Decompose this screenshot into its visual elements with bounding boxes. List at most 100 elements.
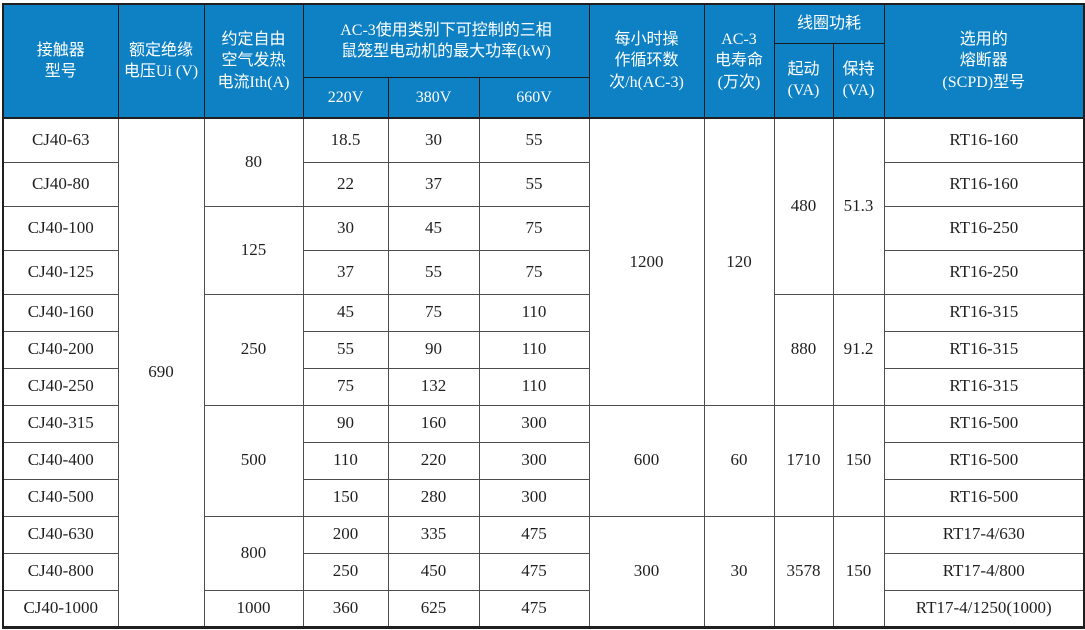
coil-hold-cell: 51.3 xyxy=(832,117,885,295)
coil-start-cell: 480 xyxy=(773,117,834,295)
cycles-cell: 1200 xyxy=(588,117,705,406)
model-cell: CJ40-315 xyxy=(2,404,119,443)
fuse-cell: RT16-500 xyxy=(883,441,1085,480)
model-cell: CJ40-800 xyxy=(2,552,119,591)
fuse-cell: RT16-500 xyxy=(883,404,1085,443)
table-row: CJ40-63 690 80 18.5 30 55 1200 120 480 5… xyxy=(2,117,1085,628)
power-220-cell: 150 xyxy=(302,478,389,517)
table-header: 接触器 型号 额定绝缘 电压Ui (V) 约定自由 空气发热 电流Ith(A) … xyxy=(2,3,1085,119)
thermal-current-cell: 500 xyxy=(203,404,304,517)
model-cell: CJ40-80 xyxy=(2,161,119,207)
power-660-cell: 110 xyxy=(478,367,590,406)
power-380-cell: 220 xyxy=(387,441,480,480)
table-row: CJ40-200 55 90 110 RT16-315 xyxy=(2,330,1085,369)
fuse-cell: RT17-4/630 xyxy=(883,515,1085,554)
power-660-cell: 300 xyxy=(478,478,590,517)
fuse-cell: RT16-250 xyxy=(883,205,1085,251)
thermal-current-cell: 1000 xyxy=(203,589,304,628)
thermal-current-cell: 125 xyxy=(203,205,304,295)
col-header-660v: 660V xyxy=(478,76,590,119)
thermal-current-cell: 800 xyxy=(203,515,304,591)
coil-start-cell: 1710 xyxy=(773,404,834,517)
model-cell: CJ40-125 xyxy=(2,249,119,295)
fuse-cell: RT17-4/1250(1000) xyxy=(883,589,1085,628)
power-660-cell: 55 xyxy=(478,117,590,163)
power-660-cell: 300 xyxy=(478,441,590,480)
col-header-380v: 380V xyxy=(387,76,480,119)
table-row: CJ40-500 150 280 300 RT16-500 xyxy=(2,478,1085,517)
power-220-cell: 37 xyxy=(302,249,389,295)
table-row: CJ40-160 250 45 75 110 880 91.2 RT16-315 xyxy=(2,293,1085,406)
col-header-ac3-max-power: AC-3使用类别下可控制的三相 鼠笼型电动机的最大功率(kW) xyxy=(302,3,590,78)
col-header-coil-power: 线圈功耗 xyxy=(773,3,885,44)
table-row: CJ40-125 37 55 75 RT16-250 xyxy=(2,249,1085,295)
model-cell: CJ40-630 xyxy=(2,515,119,554)
model-cell: CJ40-1000 xyxy=(2,589,119,628)
power-660-cell: 110 xyxy=(478,293,590,332)
col-header-thermal-current: 约定自由 空气发热 电流Ith(A) xyxy=(203,3,304,119)
fuse-cell: RT16-315 xyxy=(883,330,1085,369)
power-220-cell: 90 xyxy=(302,404,389,443)
power-380-cell: 45 xyxy=(387,205,480,251)
power-220-cell: 360 xyxy=(302,589,389,628)
power-660-cell: 110 xyxy=(478,330,590,369)
life-cell: 30 xyxy=(703,515,775,628)
table-row: CJ40-400 110 220 300 RT16-500 xyxy=(2,441,1085,480)
col-header-coil-holding: 保持 (VA) xyxy=(832,42,885,119)
power-220-cell: 75 xyxy=(302,367,389,406)
thermal-current-cell: 80 xyxy=(203,117,304,207)
power-380-cell: 37 xyxy=(387,161,480,207)
coil-hold-cell: 150 xyxy=(832,515,885,628)
model-cell: CJ40-160 xyxy=(2,293,119,332)
power-380-cell: 75 xyxy=(387,293,480,332)
power-220-cell: 18.5 xyxy=(302,117,389,163)
fuse-cell: RT16-500 xyxy=(883,478,1085,517)
col-header-coil-pickup: 起动 (VA) xyxy=(773,42,834,119)
power-660-cell: 75 xyxy=(478,249,590,295)
col-header-operating-cycles: 每小时操 作循环数 次/h(AC-3) xyxy=(588,3,705,119)
cycles-cell: 300 xyxy=(588,515,705,628)
power-660-cell: 475 xyxy=(478,552,590,591)
coil-hold-cell: 91.2 xyxy=(832,293,885,406)
table-row: CJ40-315 500 90 160 300 600 60 1710 150 … xyxy=(2,404,1085,517)
coil-hold-cell: 150 xyxy=(832,404,885,517)
fuse-cell: RT16-315 xyxy=(883,367,1085,406)
fuse-cell: RT16-250 xyxy=(883,249,1085,295)
col-header-220v: 220V xyxy=(302,76,389,119)
power-220-cell: 45 xyxy=(302,293,389,332)
power-220-cell: 30 xyxy=(302,205,389,251)
power-660-cell: 55 xyxy=(478,161,590,207)
model-cell: CJ40-100 xyxy=(2,205,119,251)
coil-start-cell: 880 xyxy=(773,293,834,406)
model-cell: CJ40-63 xyxy=(2,117,119,163)
power-660-cell: 475 xyxy=(478,515,590,554)
fuse-cell: RT16-160 xyxy=(883,117,1085,163)
power-660-cell: 75 xyxy=(478,205,590,251)
table-row: CJ40-100 125 30 45 75 RT16-250 xyxy=(2,205,1085,295)
power-380-cell: 90 xyxy=(387,330,480,369)
col-header-electrical-life: AC-3 电寿命 (万次) xyxy=(703,3,775,119)
col-header-contactor-model: 接触器 型号 xyxy=(2,3,119,119)
insulation-voltage-cell: 690 xyxy=(117,117,205,628)
power-380-cell: 625 xyxy=(387,589,480,628)
life-cell: 120 xyxy=(703,117,775,406)
col-header-insulation-voltage: 额定绝缘 电压Ui (V) xyxy=(117,3,205,119)
table-row: CJ40-630 800 200 335 475 300 30 3578 150… xyxy=(2,515,1085,628)
table-row: CJ40-1000 1000 360 625 475 RT17-4/1250(1… xyxy=(2,589,1085,628)
model-cell: CJ40-400 xyxy=(2,441,119,480)
life-cell: 60 xyxy=(703,404,775,517)
power-380-cell: 55 xyxy=(387,249,480,295)
fuse-cell: RT17-4/800 xyxy=(883,552,1085,591)
power-380-cell: 450 xyxy=(387,552,480,591)
model-cell: CJ40-250 xyxy=(2,367,119,406)
power-660-cell: 300 xyxy=(478,404,590,443)
fuse-cell: RT16-315 xyxy=(883,293,1085,332)
cycles-cell: 600 xyxy=(588,404,705,517)
power-380-cell: 335 xyxy=(387,515,480,554)
table-row: CJ40-800 250 450 475 RT17-4/800 xyxy=(2,552,1085,591)
contactor-spec-table: 接触器 型号 额定绝缘 电压Ui (V) 约定自由 空气发热 电流Ith(A) … xyxy=(2,3,1085,629)
fuse-cell: RT16-160 xyxy=(883,161,1085,207)
power-220-cell: 200 xyxy=(302,515,389,554)
power-380-cell: 30 xyxy=(387,117,480,163)
table-body: CJ40-63 690 80 18.5 30 55 1200 120 480 5… xyxy=(2,117,1085,628)
